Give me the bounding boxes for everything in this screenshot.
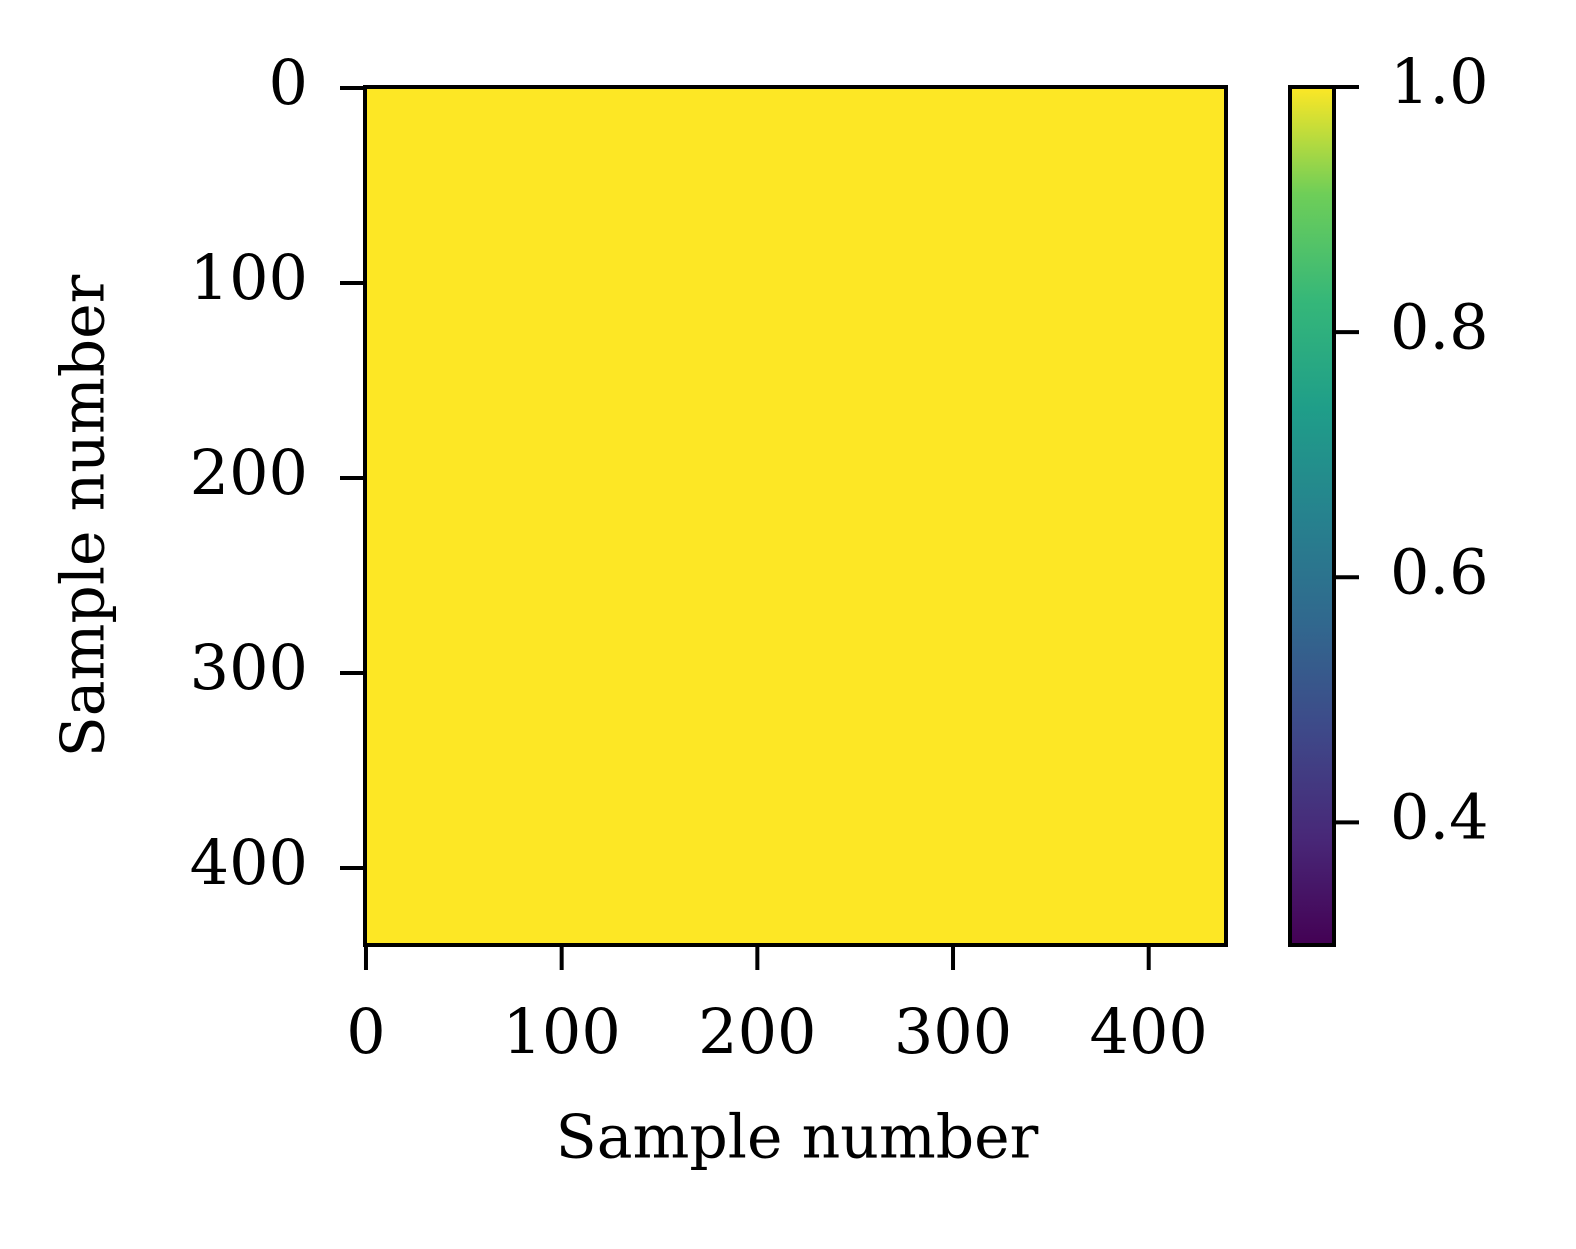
y-tick-label: 400	[190, 826, 308, 899]
x-tick-label: 0	[346, 995, 385, 1068]
colorbar-tick-label: 1.0	[1390, 45, 1489, 118]
plot-frame	[363, 85, 1228, 947]
y-tick-label: 0	[269, 46, 308, 119]
heatmap-cell	[365, 87, 1226, 945]
y-axis-label: Sample number	[49, 274, 119, 757]
colorbar	[1288, 85, 1336, 947]
x-tick-label: 300	[894, 995, 1012, 1068]
colorbar-tick-label: 0.4	[1390, 781, 1489, 854]
y-tick-label: 200	[190, 436, 308, 509]
y-tick-label: 300	[190, 631, 308, 704]
colorbar-tick-label: 0.6	[1390, 535, 1489, 608]
x-tick-label: 400	[1090, 995, 1208, 1068]
x-axis-label: Sample number	[556, 1103, 1039, 1173]
y-tick-label: 100	[190, 241, 308, 314]
x-tick-label: 200	[698, 995, 816, 1068]
colorbar-tick-label: 0.8	[1390, 290, 1489, 363]
x-tick-label: 100	[502, 995, 620, 1068]
